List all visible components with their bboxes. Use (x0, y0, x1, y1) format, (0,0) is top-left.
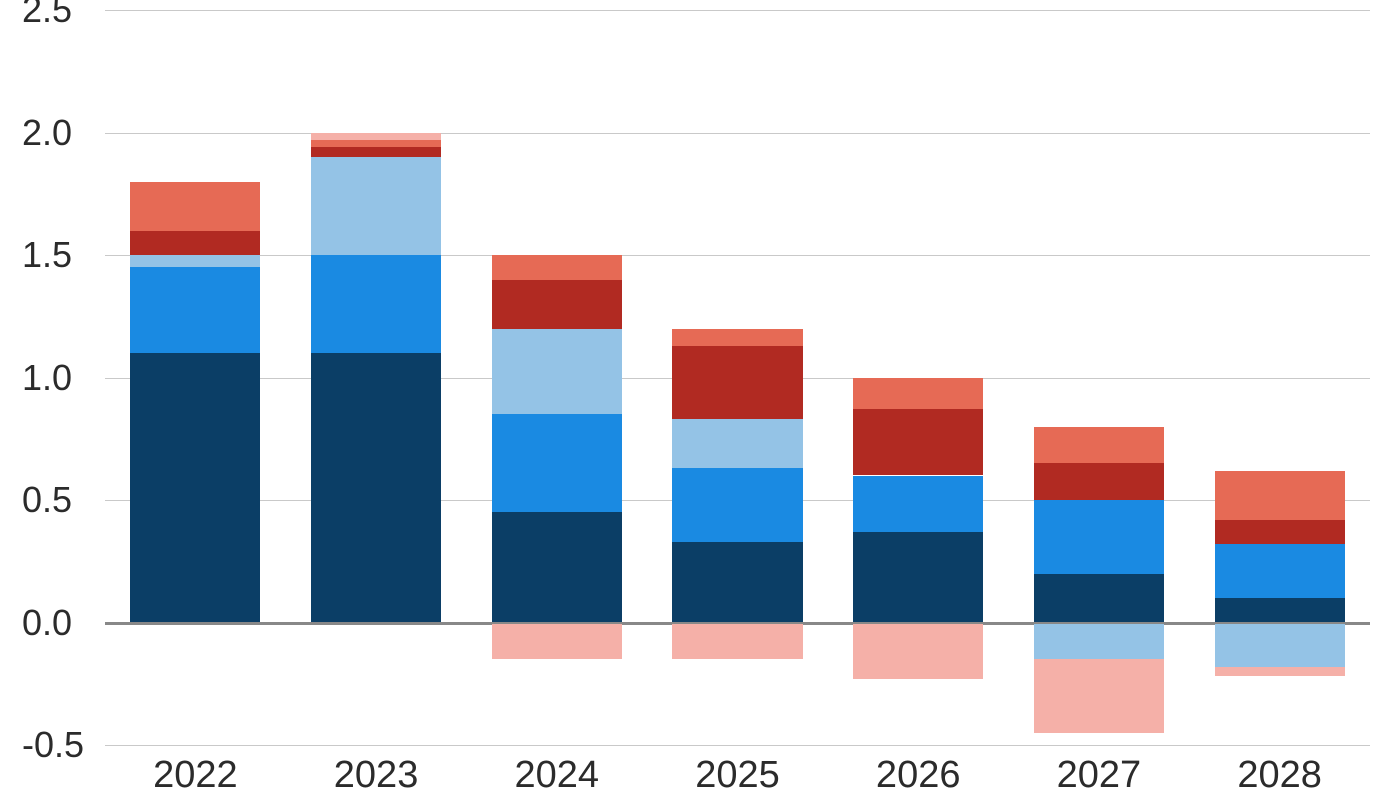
bar-segment (1034, 623, 1164, 660)
bar-segment (311, 353, 441, 623)
bar-segment (853, 409, 983, 475)
bar-segment (130, 182, 260, 231)
bar-segment (130, 267, 260, 353)
x-axis-tick-label: 2023 (334, 754, 419, 797)
y-axis-tick-label: 1.0 (22, 357, 72, 399)
gridline (105, 255, 1370, 256)
y-axis-tick-label: 2.0 (22, 112, 72, 154)
stacked-bar-chart: -0.5 0.0 0.5 1.0 1.5 2.0 2.5 2022 2023 2024 2025 20… (0, 0, 1380, 800)
bar-segment (492, 329, 622, 415)
plot-area (105, 10, 1370, 745)
bar-segment (130, 353, 260, 623)
bar-segment (853, 476, 983, 532)
bar-segment (672, 468, 802, 542)
bar-segment (311, 255, 441, 353)
bar-segment (672, 623, 802, 660)
bar-segment (853, 378, 983, 410)
bar-segment (492, 255, 622, 280)
bar-segment (672, 419, 802, 468)
bar-segment (853, 623, 983, 679)
bar-segment (1034, 427, 1164, 464)
bar-segment (1034, 574, 1164, 623)
bar-segment (1215, 623, 1345, 667)
bar-segment (492, 623, 622, 660)
bar-segment (1215, 667, 1345, 677)
bar-segment (853, 532, 983, 623)
bar-segment (1215, 598, 1345, 623)
bar-segment (672, 329, 802, 346)
bar-segment (1034, 659, 1164, 733)
bar-segment (130, 255, 260, 267)
gridline (105, 10, 1370, 11)
y-axis-tick-label: 2.5 (22, 0, 72, 31)
bar-segment (492, 512, 622, 622)
y-axis-tick-label: 0.0 (22, 602, 72, 644)
bar-segment (1215, 544, 1345, 598)
x-axis-tick-label: 2022 (153, 754, 238, 797)
y-axis-tick-label: -0.5 (22, 724, 84, 766)
bar-segment (672, 542, 802, 623)
x-axis-tick-label: 2025 (695, 754, 780, 797)
y-axis-tick-label: 0.5 (22, 479, 72, 521)
x-axis-tick-label: 2028 (1237, 754, 1322, 797)
x-axis-tick-label: 2026 (876, 754, 961, 797)
gridline (105, 745, 1370, 746)
bar-segment (130, 231, 260, 256)
bar-segment (1215, 520, 1345, 545)
bar-segment (1034, 463, 1164, 500)
bar-segment (311, 133, 441, 140)
gridline (105, 133, 1370, 134)
x-axis-tick-label: 2024 (515, 754, 600, 797)
bar-segment (311, 140, 441, 147)
zero-line (105, 622, 1370, 624)
bar-segment (1215, 471, 1345, 520)
bar-segment (311, 147, 441, 157)
bar-segment (311, 157, 441, 255)
bar-segment (492, 280, 622, 329)
bar-segment (1034, 500, 1164, 574)
bar-segment (672, 346, 802, 420)
bar-segment (492, 414, 622, 512)
x-axis-tick-label: 2027 (1057, 754, 1142, 797)
y-axis-tick-label: 1.5 (22, 234, 72, 276)
